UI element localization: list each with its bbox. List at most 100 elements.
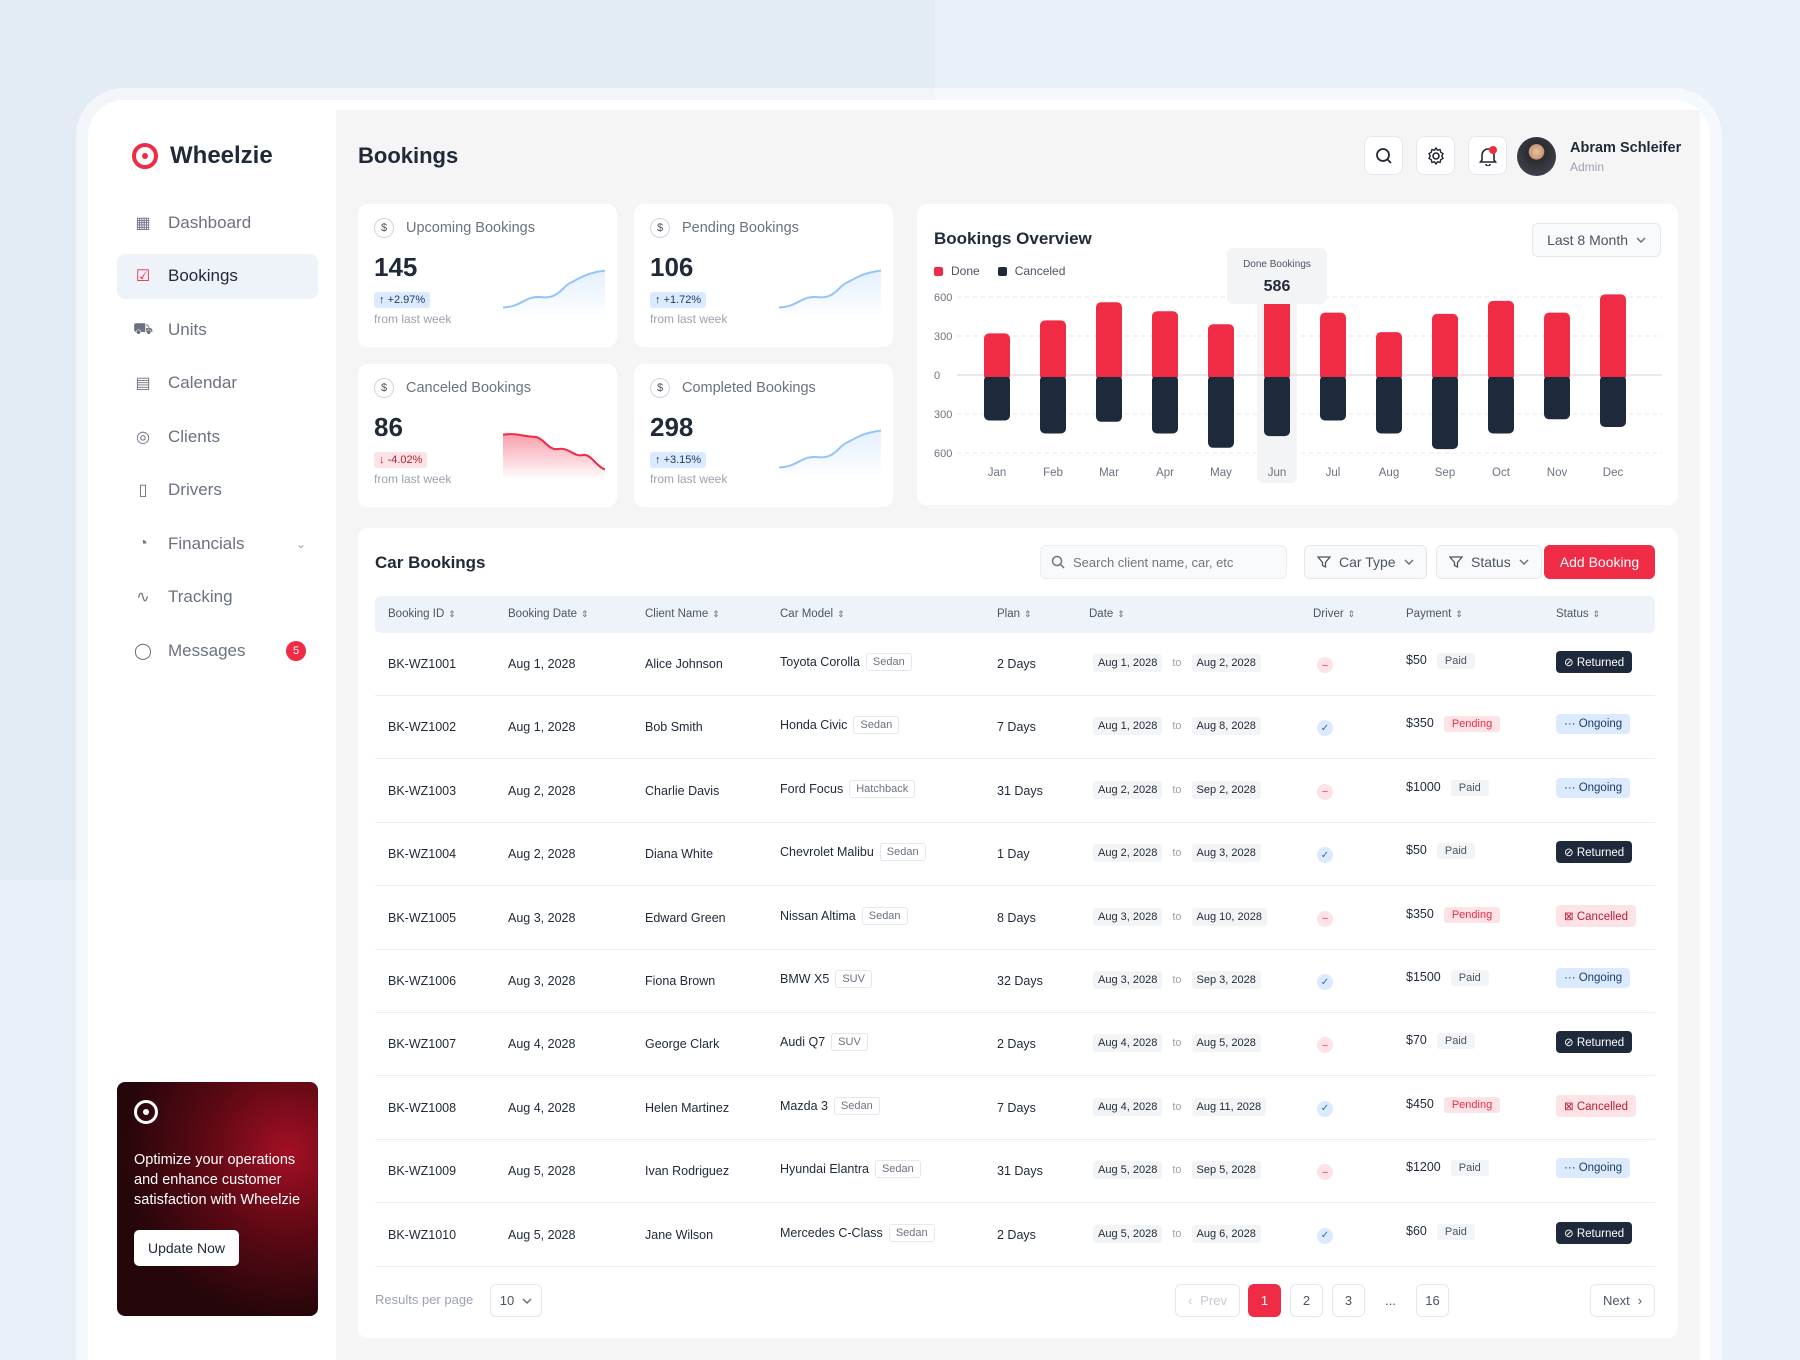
bar-done-may — [1208, 324, 1234, 379]
sidebar-item-financials[interactable]: ◔ Financials ⌄ — [117, 521, 318, 566]
sort-icon[interactable]: ⇕ — [1592, 609, 1601, 619]
results-per-page-label: Results per page — [375, 1292, 474, 1307]
column-header-booking-id[interactable]: Booking ID ⇕ — [388, 608, 456, 620]
app-logo[interactable]: Wheelzie — [132, 142, 273, 170]
sort-icon[interactable]: ⇕ — [1455, 609, 1463, 619]
range-dropdown[interactable]: Last 8 Month — [1532, 223, 1661, 257]
sort-icon[interactable]: ⇕ — [1024, 609, 1032, 619]
car-type-filter[interactable]: Car Type — [1304, 545, 1427, 579]
sidebar-item-tracking[interactable]: ∿ Tracking — [117, 575, 318, 620]
date-to: Aug 5, 2028 — [1191, 1034, 1261, 1053]
car-model: Honda Civic — [780, 718, 848, 733]
sidebar-item-bookings[interactable]: ☑ Bookings — [117, 253, 318, 299]
per-page-select[interactable]: 10 — [490, 1284, 542, 1317]
sort-icon[interactable]: ⇕ — [712, 609, 720, 619]
table-row[interactable]: BK-WZ1003 Aug 2, 2028 Charlie Davis Ford Fo… — [375, 760, 1655, 823]
table-row[interactable]: BK-WZ1010 Aug 5, 2028 Jane Wilson Mercedes … — [375, 1204, 1655, 1267]
booking-status-badge: ⊘ Returned — [1556, 1221, 1633, 1244]
bar-canceled-may — [1208, 375, 1234, 448]
table-row[interactable]: BK-WZ1006 Aug 3, 2028 Fiona Brown BMW X5 SUV… — [375, 950, 1655, 1013]
plan-duration: 2 Days — [997, 1227, 1036, 1242]
column-header-driver[interactable]: Driver ⇕ — [1313, 608, 1355, 620]
dollar-icon: $ — [374, 378, 394, 398]
tooltip-box — [1227, 248, 1327, 304]
bar-joint — [1208, 373, 1234, 377]
sort-icon[interactable]: ⇕ — [448, 609, 456, 619]
car-model: Chevrolet Malibu — [780, 845, 874, 860]
table-row[interactable]: BK-WZ1004 Aug 2, 2028 Diana White Chevrolet… — [375, 823, 1655, 887]
plan-duration: 31 Days — [997, 1164, 1043, 1179]
user-profile[interactable]: Abram Schleifer Admin — [1517, 137, 1681, 176]
legend-canceled-swatch — [997, 267, 1007, 276]
status-filter-label: Status — [1471, 554, 1511, 570]
search-button[interactable] — [1364, 136, 1403, 175]
stat-header: $ Upcoming Bookings — [374, 218, 601, 238]
next-page-button[interactable]: Next › — [1590, 1284, 1655, 1317]
bar-done-jun — [1264, 299, 1290, 379]
table-row[interactable]: BK-WZ1001 Aug 1, 2028 Alice Johnson Toyota … — [375, 633, 1655, 696]
route-icon: ∿ — [136, 589, 150, 606]
user-role: Admin — [1570, 159, 1605, 174]
sort-icon[interactable]: ⇕ — [1117, 609, 1125, 619]
sidebar-item-clients[interactable]: ◎ Clients — [117, 414, 318, 459]
x-tick-label: Oct — [1492, 467, 1511, 479]
page-button-16[interactable]: 16 — [1416, 1284, 1449, 1317]
message-count-badge: 5 — [286, 640, 306, 661]
plan-duration: 2 Days — [997, 1037, 1036, 1052]
column-header-date[interactable]: Date ⇕ — [1089, 608, 1125, 620]
add-booking-button[interactable]: Add Booking — [1544, 545, 1655, 579]
stat-change-badge: ↑ +3.15% — [650, 452, 707, 468]
x-tick-label: May — [1210, 467, 1232, 479]
column-header-booking-date[interactable]: Booking Date ⇕ — [508, 608, 589, 620]
car-type-tag: Sedan — [874, 1160, 921, 1179]
column-header-car-model[interactable]: Car Model ⇕ — [780, 608, 845, 620]
bar-canceled-jan — [984, 375, 1010, 421]
page-button-2[interactable]: 2 — [1290, 1284, 1323, 1317]
page-button-3[interactable]: 3 — [1332, 1284, 1365, 1317]
stat-card-completed-bookings: $ Completed Bookings 298 ↑ +3.15% from last … — [634, 364, 893, 507]
column-header-plan[interactable]: Plan ⇕ — [997, 608, 1032, 620]
sort-icon[interactable]: ⇕ — [581, 609, 589, 619]
sidebar-item-drivers[interactable]: ▯ Drivers — [117, 468, 318, 513]
sidebar-item-units[interactable]: ⛟ Units — [117, 307, 318, 352]
sidebar-item-messages[interactable]: ◯ Messages 5 — [117, 628, 318, 673]
prev-page-button[interactable]: ‹ Prev — [1175, 1284, 1240, 1317]
payment-amount: $350 — [1406, 906, 1434, 921]
update-now-button[interactable]: Update Now — [134, 1230, 240, 1266]
table-row[interactable]: BK-WZ1005 Aug 3, 2028 Edward Green Nissan A… — [375, 887, 1655, 950]
search-input[interactable] — [1073, 554, 1263, 570]
sidebar-item-dashboard[interactable]: ▦ Dashboard — [117, 200, 318, 245]
chevron-down-icon[interactable]: ⌄ — [295, 536, 306, 551]
pie-icon: ◔ — [138, 534, 148, 552]
stat-title: Completed Bookings — [682, 380, 816, 396]
logo-icon — [132, 143, 158, 169]
settings-button[interactable] — [1416, 136, 1455, 175]
sort-icon[interactable]: ⇕ — [1347, 609, 1356, 619]
column-header-payment[interactable]: Payment ⇕ — [1406, 608, 1463, 620]
booking-date: Aug 2, 2028 — [508, 783, 576, 798]
notifications-button[interactable] — [1468, 136, 1507, 175]
stat-value: 298 — [650, 412, 694, 442]
column-header-status[interactable]: Status ⇕ — [1556, 608, 1600, 620]
column-header-client-name[interactable]: Client Name ⇕ — [645, 608, 720, 620]
y-tick-label: 0 — [934, 370, 940, 382]
table-row[interactable]: BK-WZ1002 Aug 1, 2028 Bob Smith Honda Civic… — [375, 696, 1655, 760]
filter-icon — [1317, 556, 1331, 569]
table-row[interactable]: BK-WZ1009 Aug 5, 2028 Ivan Rodriguez Hyunda… — [375, 1140, 1655, 1204]
booking-date: Aug 1, 2028 — [508, 657, 576, 671]
payment-cell: $350 Pending — [1406, 906, 1501, 923]
plan-duration: 2 Days — [997, 657, 1036, 671]
table-row[interactable]: BK-WZ1007 Aug 4, 2028 George Clark Audi Q7 S… — [375, 1013, 1655, 1077]
bar-joint — [1432, 373, 1458, 377]
status-filter[interactable]: Status — [1436, 545, 1542, 579]
sort-icon[interactable]: ⇕ — [837, 609, 845, 619]
search-box[interactable] — [1040, 545, 1287, 579]
car-model-cell: Nissan Altima Sedan — [780, 906, 908, 925]
car-type-tag: Sedan — [861, 906, 908, 925]
ellipsis-icon: ··· — [1564, 1162, 1579, 1175]
page-button-1[interactable]: 1 — [1248, 1284, 1281, 1317]
sidebar-item-calendar[interactable]: ▤ Calendar — [117, 361, 318, 406]
stat-change-value: +1.72% — [663, 294, 702, 306]
sparkline — [779, 269, 881, 320]
table-row[interactable]: BK-WZ1008 Aug 4, 2028 Helen Martinez Mazda … — [375, 1077, 1655, 1140]
